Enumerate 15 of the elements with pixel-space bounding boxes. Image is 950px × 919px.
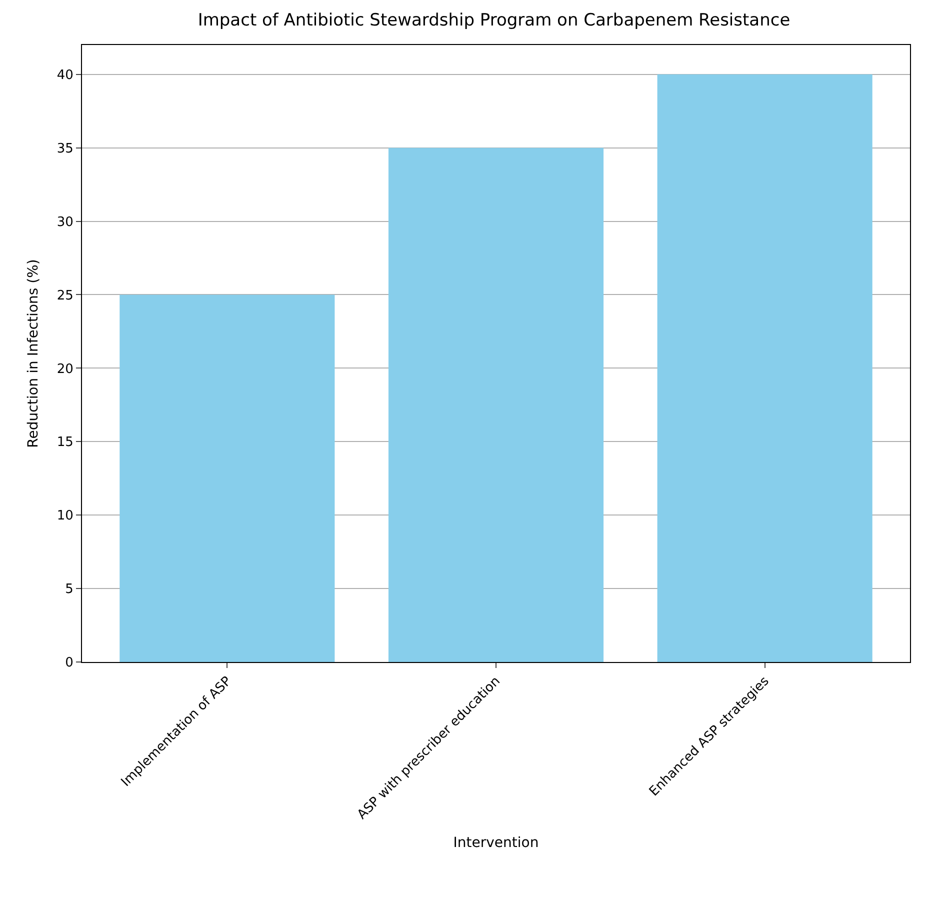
y-tick-label: 30 <box>56 214 74 230</box>
bar <box>388 148 604 662</box>
y-tick-label: 15 <box>56 435 74 450</box>
y-tick-label: 20 <box>56 362 74 377</box>
bar <box>657 74 872 662</box>
y-tick-label: 25 <box>56 288 74 304</box>
chart-title: Impact of Antibiotic Stewardship Program on Carbapenem Resistance <box>198 10 790 31</box>
y-tick-label: 0 <box>65 656 74 671</box>
y-axis-title: Reduction in Infections (%) <box>25 259 42 448</box>
y-tick-label: 40 <box>56 68 74 83</box>
y-tick-label: 10 <box>56 508 74 524</box>
y-tick-label: 35 <box>56 141 74 156</box>
x-axis-title: Intervention <box>453 834 539 851</box>
y-tick-label: 5 <box>65 582 74 598</box>
bar <box>120 294 335 662</box>
